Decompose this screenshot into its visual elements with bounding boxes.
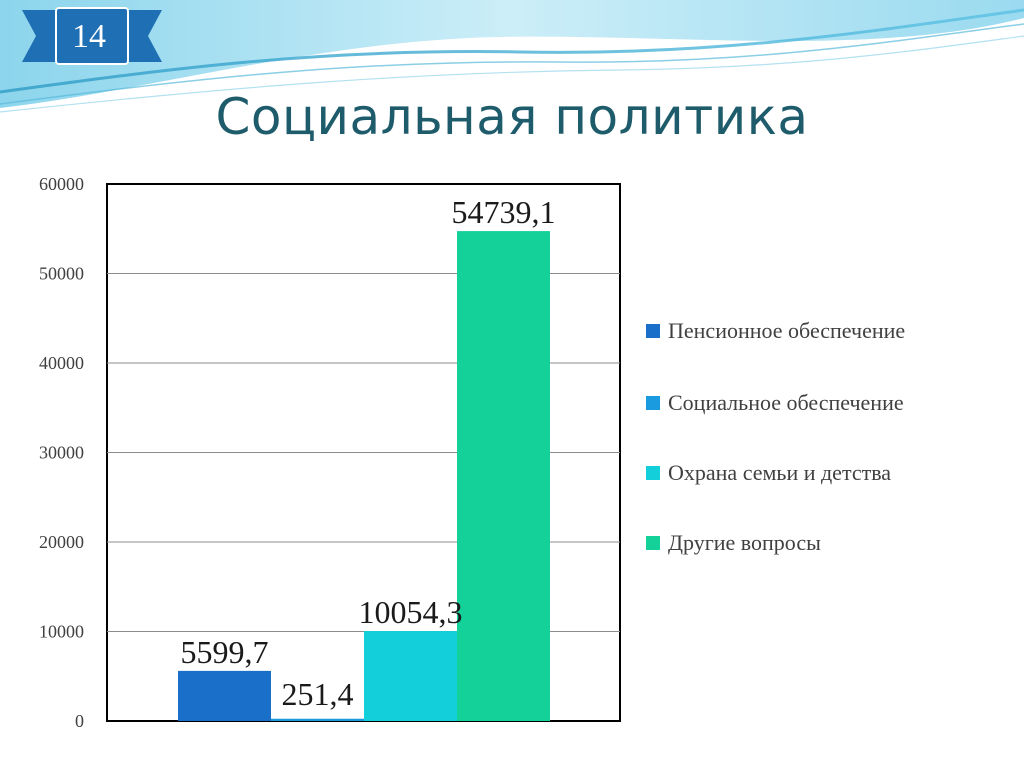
legend-item: Социальное обеспечение bbox=[646, 388, 976, 418]
legend-swatch bbox=[646, 324, 660, 338]
legend-item: Охрана семьи и детства bbox=[646, 458, 976, 488]
bar-data-label: 5599,7 bbox=[181, 634, 269, 670]
bar bbox=[178, 670, 271, 721]
slide-number: 14 bbox=[72, 18, 106, 55]
slide-number-badge bbox=[22, 7, 162, 65]
y-tick-label: 10000 bbox=[39, 622, 84, 642]
legend-swatch bbox=[646, 466, 660, 480]
bar bbox=[271, 718, 364, 721]
y-tick-label: 20000 bbox=[39, 532, 84, 552]
bar-data-label: 251,4 bbox=[282, 676, 354, 712]
bar-data-label: 10054,3 bbox=[359, 594, 463, 630]
legend-swatch bbox=[646, 536, 660, 550]
legend-label: Пенсионное обеспечение bbox=[668, 318, 906, 343]
header-wave-decoration bbox=[0, 0, 1024, 113]
y-tick-label: 0 bbox=[75, 711, 84, 731]
y-tick-label: 50000 bbox=[39, 264, 84, 284]
legend-item: Пенсионное обеспечение bbox=[646, 316, 976, 346]
y-tick-label: 40000 bbox=[39, 353, 84, 373]
legend-label: Другие вопросы bbox=[668, 530, 821, 555]
slide-title: Социальная политика bbox=[215, 88, 809, 146]
legend-swatch bbox=[646, 396, 660, 410]
y-tick-label: 30000 bbox=[39, 443, 84, 463]
bar bbox=[364, 631, 457, 721]
bar-data-label: 54739,1 bbox=[452, 194, 556, 230]
y-tick-label: 60000 bbox=[39, 174, 84, 194]
legend-label: Охрана семьи и детства bbox=[668, 460, 892, 485]
bar bbox=[457, 231, 550, 721]
legend-label: Социальное обеспечение bbox=[668, 390, 904, 415]
legend-item: Другие вопросы bbox=[646, 528, 976, 558]
